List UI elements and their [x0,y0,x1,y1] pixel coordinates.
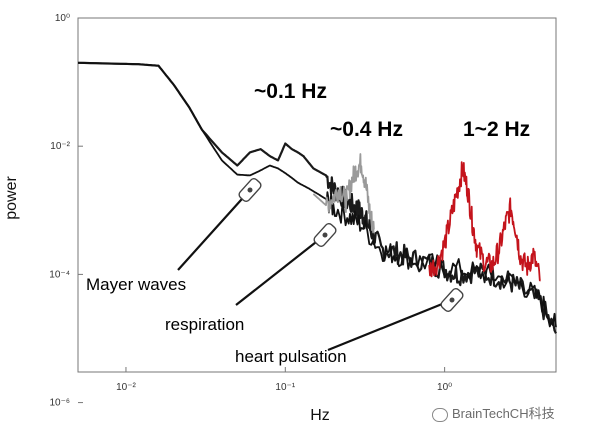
series-line-2 [312,153,375,234]
freq-label-respiration: ~0.4 Hz [330,118,403,141]
y-tick-label: 10⁻⁶ [49,398,70,409]
callout-group [177,178,464,352]
plot-frame [77,17,557,373]
series-line-1 [77,61,557,328]
y-tick-label: 10⁻² [50,141,70,152]
axis-ticks: 10⁻² 10⁻¹ 10⁰ 10⁰ 10⁻² 10⁻⁴ 10⁻⁶ [49,13,452,409]
callout-leader-line [177,189,251,271]
callout-label-respiration: respiration [165,315,244,334]
series-line-3 [428,161,541,282]
probe-marker-icon [313,223,337,247]
probe-marker-icon [440,288,464,312]
watermark-text: BrainTechCH科技 [452,406,555,421]
x-tick-label: 10⁰ [437,382,452,393]
callout-leader-line [235,234,326,306]
probe-marker-icon [238,178,262,202]
series-group [77,61,557,334]
callout-label-heart: heart pulsation [235,347,347,366]
chat-bubble-icon [432,407,448,422]
watermark: BrainTechCH科技 [432,403,555,422]
y-axis-title: power [3,176,20,220]
series-line-0 [77,61,557,334]
freq-label-mayer: ~0.1 Hz [254,80,327,103]
y-tick-label: 10⁻⁴ [49,269,70,280]
callout-leader-line [327,298,453,352]
x-tick-label: 10⁻² [116,382,136,393]
callout-label-mayer: Mayer waves [86,275,186,294]
freq-label-heart: 1~2 Hz [463,118,530,141]
x-tick-label: 10⁻¹ [275,382,295,393]
y-tick-label: 10⁰ [55,13,70,24]
x-axis-title: Hz [310,407,330,424]
